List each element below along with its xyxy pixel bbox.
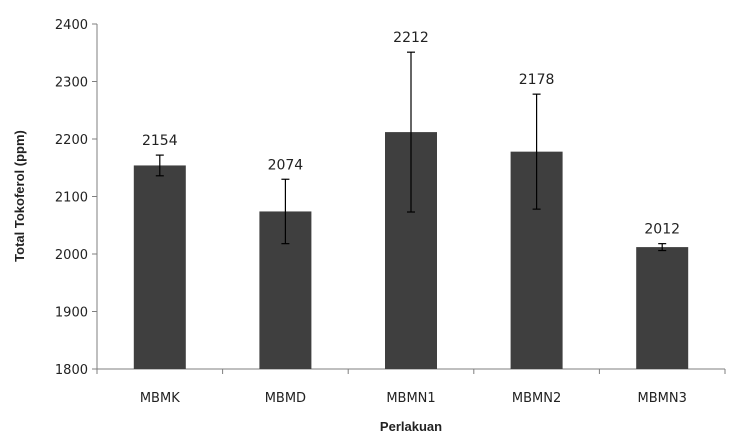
x-tick-label: MBMD	[265, 391, 306, 406]
x-tick-label: MBMN1	[386, 391, 435, 406]
x-tick-label: MBMK	[140, 391, 180, 406]
x-axis-title: Perlakuan	[380, 419, 442, 434]
x-tick-label: MBMN2	[512, 391, 561, 406]
chart-axes	[92, 23, 726, 374]
data-label: 2212	[393, 30, 429, 46]
y-axis-title: Total Tokoferol (ppm)	[12, 130, 27, 262]
y-tick-label: 2200	[55, 133, 88, 148]
data-labels-group: 2154 2074 2212 2178 2012	[142, 30, 680, 237]
bar	[133, 165, 186, 369]
y-tick-label: 2300	[55, 76, 88, 91]
x-tick-label: MBMN3	[638, 391, 687, 406]
data-label: 2012	[644, 222, 680, 238]
error-bars-group	[155, 51, 667, 252]
y-tick-label: 1800	[55, 363, 88, 378]
bar	[636, 247, 689, 369]
y-tick-labels-group: 1800 1900 2000 2100 2200 2300 2400	[55, 18, 88, 378]
y-tick-label: 1900	[55, 306, 88, 321]
data-label: 2178	[519, 72, 555, 88]
data-label: 2154	[142, 133, 178, 149]
data-label: 2074	[268, 157, 304, 173]
y-tick-label: 2100	[55, 191, 88, 206]
y-tick-label: 2400	[55, 18, 88, 33]
bars-group	[133, 132, 689, 369]
x-tick-labels-group: MBMK MBMD MBMN1 MBMN2 MBMN3	[140, 391, 687, 406]
y-tick-label: 2000	[55, 248, 88, 263]
